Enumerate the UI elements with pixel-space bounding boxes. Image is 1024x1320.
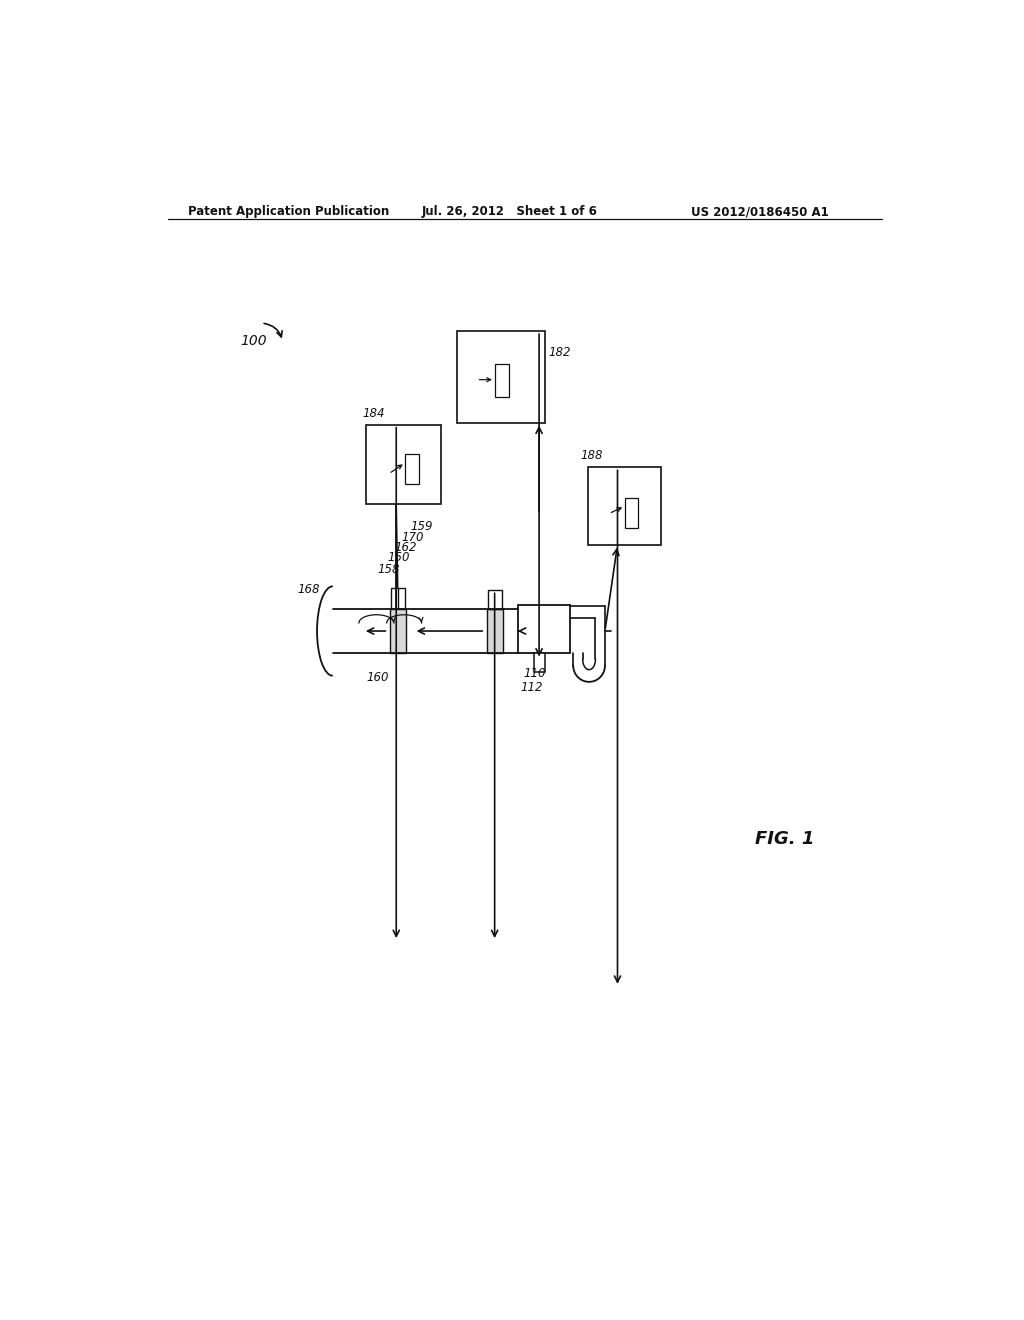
- Bar: [486, 609, 503, 653]
- Text: 188: 188: [581, 449, 603, 462]
- Text: 182: 182: [549, 346, 571, 359]
- Text: 170: 170: [401, 531, 424, 544]
- Bar: [588, 467, 662, 545]
- Text: 159: 159: [411, 520, 433, 533]
- Text: FIG. 1: FIG. 1: [755, 830, 814, 849]
- Bar: [406, 454, 419, 484]
- Text: 100: 100: [241, 334, 267, 348]
- Text: 162: 162: [394, 541, 417, 554]
- Text: 160: 160: [367, 671, 388, 684]
- Bar: [391, 589, 404, 609]
- Text: 184: 184: [362, 407, 385, 420]
- Text: 110: 110: [523, 667, 546, 680]
- Bar: [458, 331, 545, 422]
- Text: 168: 168: [297, 583, 319, 597]
- Text: 150: 150: [387, 550, 410, 564]
- Bar: [625, 498, 638, 528]
- Bar: [518, 605, 570, 653]
- Text: US 2012/0186450 A1: US 2012/0186450 A1: [691, 205, 829, 218]
- Bar: [487, 590, 502, 609]
- Text: Jul. 26, 2012   Sheet 1 of 6: Jul. 26, 2012 Sheet 1 of 6: [422, 205, 598, 218]
- Text: 158: 158: [377, 564, 399, 576]
- Bar: [367, 425, 441, 504]
- Bar: [534, 653, 545, 672]
- Text: 112: 112: [520, 681, 543, 694]
- Bar: [495, 364, 509, 397]
- Bar: [390, 609, 406, 653]
- Text: Patent Application Publication: Patent Application Publication: [187, 205, 389, 218]
